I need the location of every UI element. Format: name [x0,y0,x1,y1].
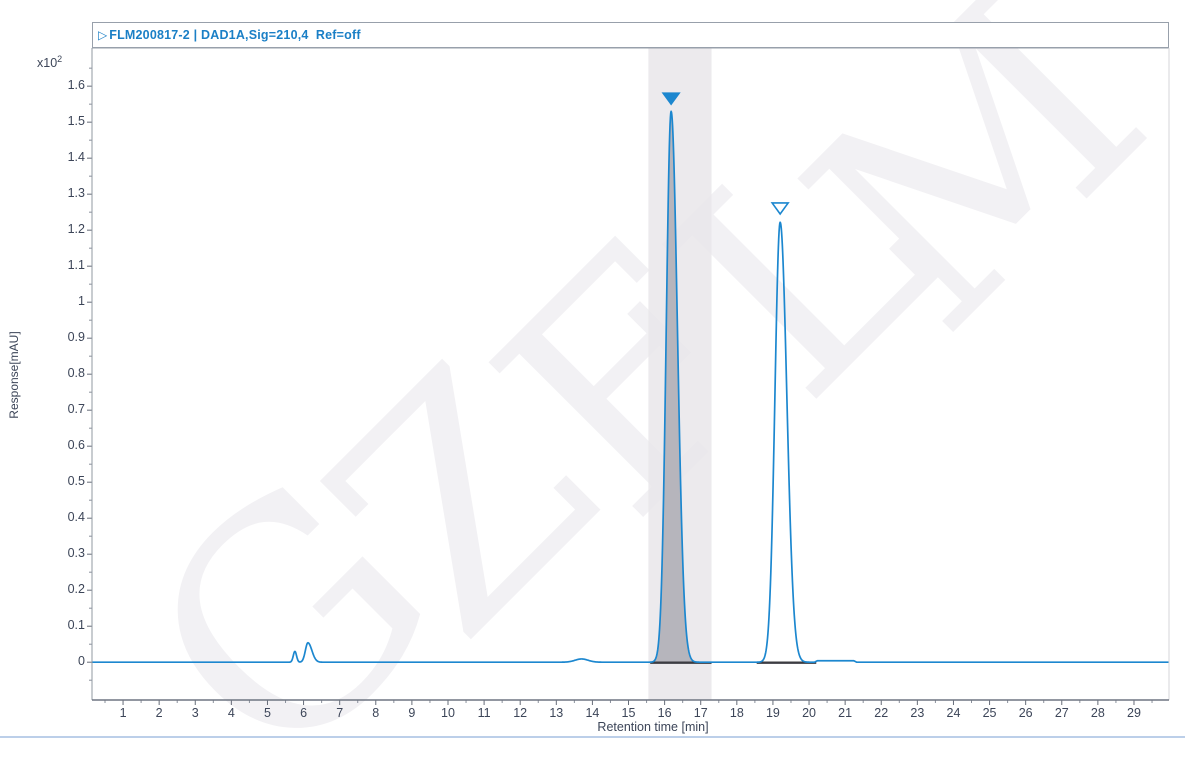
x-tick-label-21: 21 [838,706,853,720]
y-tick-label-1.6: 1.6 [67,78,85,93]
x-tick-label-17: 17 [693,706,708,720]
x-tick-label-9: 9 [408,706,416,720]
y-tick-label-1.5: 1.5 [67,114,85,129]
x-tick-label-8: 8 [372,706,380,720]
y-tick-label-1.3: 1.3 [67,186,85,201]
bottom-separator [0,736,1185,738]
x-tick-label-22: 22 [874,706,889,720]
y-tick-label-0.8: 0.8 [67,366,85,381]
x-tick-label-27: 27 [1054,706,1069,720]
y-scale-exponent: 2 [57,54,63,64]
x-tick-label-11: 11 [477,706,491,720]
x-tick-label-24: 24 [946,706,961,720]
y-scale-base: x10 [37,56,58,71]
y-tick-label-0: 0 [78,654,85,669]
y-tick-label-1.1: 1.1 [67,258,85,273]
x-tick-label-28: 28 [1090,706,1105,720]
x-tick-label-18: 18 [729,706,744,720]
x-tick-label-6: 6 [300,706,308,720]
play-icon: ▷ [98,28,108,42]
x-tick-label-19: 19 [765,706,780,720]
x-tick-label-4: 4 [227,706,235,720]
x-tick-label-1: 1 [119,706,127,720]
y-tick-label-0.7: 0.7 [67,402,85,417]
y-tick-label-1.2: 1.2 [67,222,85,237]
y-tick-label-0.9: 0.9 [67,330,85,345]
x-tick-label-12: 12 [513,706,528,720]
y-scale-label: x102 [37,54,62,70]
peak-marker-icon[interactable] [770,202,790,216]
x-tick-label-14: 14 [585,706,600,720]
integrated-peak-fill [650,111,712,663]
x-tick-label-3: 3 [191,706,199,720]
x-tick-label-7: 7 [336,706,344,720]
chromatogram-trace[interactable] [91,110,1170,664]
y-tick-label-0.5: 0.5 [67,474,85,489]
y-tick-label-0.3: 0.3 [67,546,85,561]
x-tick-label-13: 13 [549,706,564,720]
y-axis-title: Response[mAU] [7,331,21,419]
y-tick-label-1: 1 [78,294,85,309]
y-tick-label-0.4: 0.4 [67,510,85,525]
x-tick-label-29: 29 [1127,706,1141,720]
x-tick-label-25: 25 [982,706,997,720]
signal-title: FLM200817-2 | DAD1A,Sig=210,4 Ref=off [109,28,361,42]
y-tick-label-1.4: 1.4 [67,150,85,165]
x-tick-label-15: 15 [621,706,636,720]
x-tick-label-16: 16 [657,706,672,720]
x-tick-label-10: 10 [441,706,455,720]
selected-peak-marker-icon[interactable] [661,92,681,106]
x-tick-label-26: 26 [1018,706,1033,720]
x-tick-label-20: 20 [802,706,816,720]
y-tick-label-0.6: 0.6 [67,438,85,453]
signal-header[interactable]: ▷ FLM200817-2 | DAD1A,Sig=210,4 Ref=off [92,22,1169,48]
y-tick-label-0.1: 0.1 [67,618,85,633]
x-tick-label-23: 23 [910,706,925,720]
x-tick-label-5: 5 [263,706,271,720]
y-tick-label-0.2: 0.2 [67,582,85,597]
x-axis-title: Retention time [min] [597,720,709,734]
x-tick-label-2: 2 [155,706,163,720]
